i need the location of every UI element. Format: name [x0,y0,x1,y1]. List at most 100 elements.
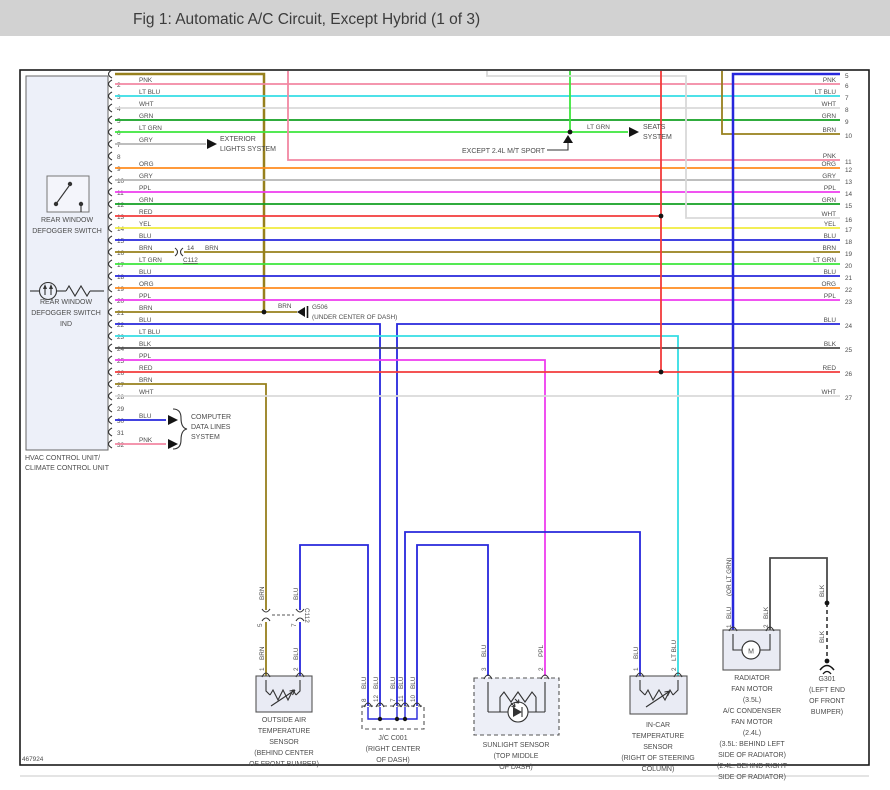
defogger-switch-label-2: DEFOGGER SWITCH [32,228,102,235]
terminal-number: 2 [763,624,770,628]
except-sport-up-arrow-icon [563,135,573,143]
seats-arrow-icon [629,127,639,137]
wire-color-label: WHT [821,101,836,108]
pin-number: 24 [117,346,125,353]
wire-color-label: GRN [822,113,837,120]
wire-color-label: BLK [139,341,152,348]
pin-number: 14 [845,191,853,198]
seats-label-1: SEATS [643,124,666,131]
computer-data-arrow-icon [168,415,178,425]
pin-number: 26 [845,371,853,378]
terminal-number: 2 [671,667,678,671]
wire-blk-fan-ground [769,557,828,630]
wire-color-label: BLU [293,587,300,600]
wire-color-label: YEL [139,221,152,228]
pin-number: 13 [117,214,125,221]
pin-number: 27 [117,382,125,389]
title-bar-bg [0,0,890,36]
motor-label: (2.4L: BEHIND RIGHT [717,763,788,770]
wire-color-label: ORG [821,281,836,288]
wire-color-label: PPL [139,185,152,192]
thermistor-arrow-icon [270,689,296,707]
incar-temp-sensor: BLU LT BLU 1 2 IN-CAR TEMPERATURE SENSOR… [621,640,694,773]
pin-number: 19 [117,286,125,293]
sunlight-sensor: BLU PPL 3 2 SUNLIGHT SENSOR (TOP MIDDLE … [473,644,560,771]
pin-number: 5 [117,118,121,125]
c112-left-pin: 5 [257,623,264,627]
motor-letter: M [748,649,754,656]
wire-color-label: RED [139,209,153,216]
sensor-label: OF FRONT BUMPER) [249,761,319,768]
pin-number: 15 [117,238,125,245]
hvac-label-2: CLIMATE CONTROL UNIT [25,465,110,472]
defogger-ind-label-2: DEFOGGER SWITCH [31,310,101,317]
terminal-number: 2 [293,667,300,671]
pin-number: 18 [117,274,125,281]
junction-dot [658,369,664,375]
junction-dot [402,716,408,722]
computer-data-brace [172,408,188,450]
wire-color-label: BRN [259,586,266,600]
motor-circle-icon [741,640,761,660]
sensor-label: TEMPERATURE [632,733,685,740]
pin-number: 9 [845,119,849,126]
pin-number: 22 [845,287,853,294]
computer-data-label-1: COMPUTER [191,414,231,421]
c112-top-pin: 14 [187,245,195,252]
wire-color-label: GRY [822,173,836,180]
wire-color-label: GRN [822,197,837,204]
terminal-number: 1 [259,667,266,671]
wire-color-label: PPL [538,644,545,657]
outside-air-temp-sensor: OUTSIDE AIR TEMPERATURE SENSOR (BEHIND C… [249,672,319,768]
pin-number: 20 [845,263,853,270]
junction-dot [261,309,267,315]
sensor-box [255,675,313,713]
rear-window-defogger-ind-symbol: REAR WINDOW DEFOGGER SWITCH IND [30,281,104,328]
wire-color-label: BLU [410,676,417,689]
pin-number: 21 [845,275,853,282]
wire-color-label: LT GRN [139,257,162,264]
sensor-label: SENSOR [269,739,299,746]
jc-label: (RIGHT CENTER [366,746,421,753]
motor-label: SIDE OF RADIATOR) [718,774,786,781]
motor-label: (3.5L: BEHIND LEFT [719,741,785,748]
g301-ground: BLK BLK G301 (LEFT END OF FRONT BUMPER) [809,584,846,716]
hvac-pin-texts: 2 PNK 3 LT BLU 4 WHT 5 GRN 6 LT GRN 7 GRY 8 9 O… [117,77,162,449]
wire-color-label: WHT [821,389,836,396]
ground-chevron-icon [819,664,835,671]
wire-color-label: BRN [139,377,153,384]
defogger-switch-label-1: REAR WINDOW [41,217,94,224]
pin-number: 29 [117,406,125,413]
wire-color-label: GRY [139,173,153,180]
jc-label: J/C C001 [378,735,407,742]
wire-color-label: PNK [139,77,153,84]
pin-number: 7 [845,95,849,102]
photodiode-icon [513,707,522,717]
pin-number: 3 [117,94,121,101]
pin-number: 13 [845,179,853,186]
wire-color-label: LT BLU [815,89,836,96]
exterior-lights-arrow-icon [207,139,217,149]
wire-blu-jc-incar [404,531,641,706]
junction-dot [567,129,573,135]
terminal-number: 12 [373,694,380,702]
wire-color-label: BLU [390,676,397,689]
computer-data-label-3: SYSTEM [191,434,220,441]
pin-number: 8 [845,107,849,114]
except-sport-leader [547,143,569,151]
pin-number: 30 [117,418,125,425]
wire-color-label: LT BLU [671,640,678,661]
pin-number: 21 [117,310,125,317]
seats-wire-label: LT GRN [587,124,610,131]
c112-top-name: C112 [183,257,198,264]
pin-number: 31 [117,430,125,437]
wire-color-label: ORG [821,161,836,168]
wire-color-label: ORG [139,281,154,288]
terminal-number: 7 [390,698,397,702]
wire-pnk-offpage-right11 [287,71,840,161]
wire-blu-pin22-jc [115,323,381,706]
pin-number: 26 [117,370,125,377]
terminal-number: 1 [633,667,640,671]
